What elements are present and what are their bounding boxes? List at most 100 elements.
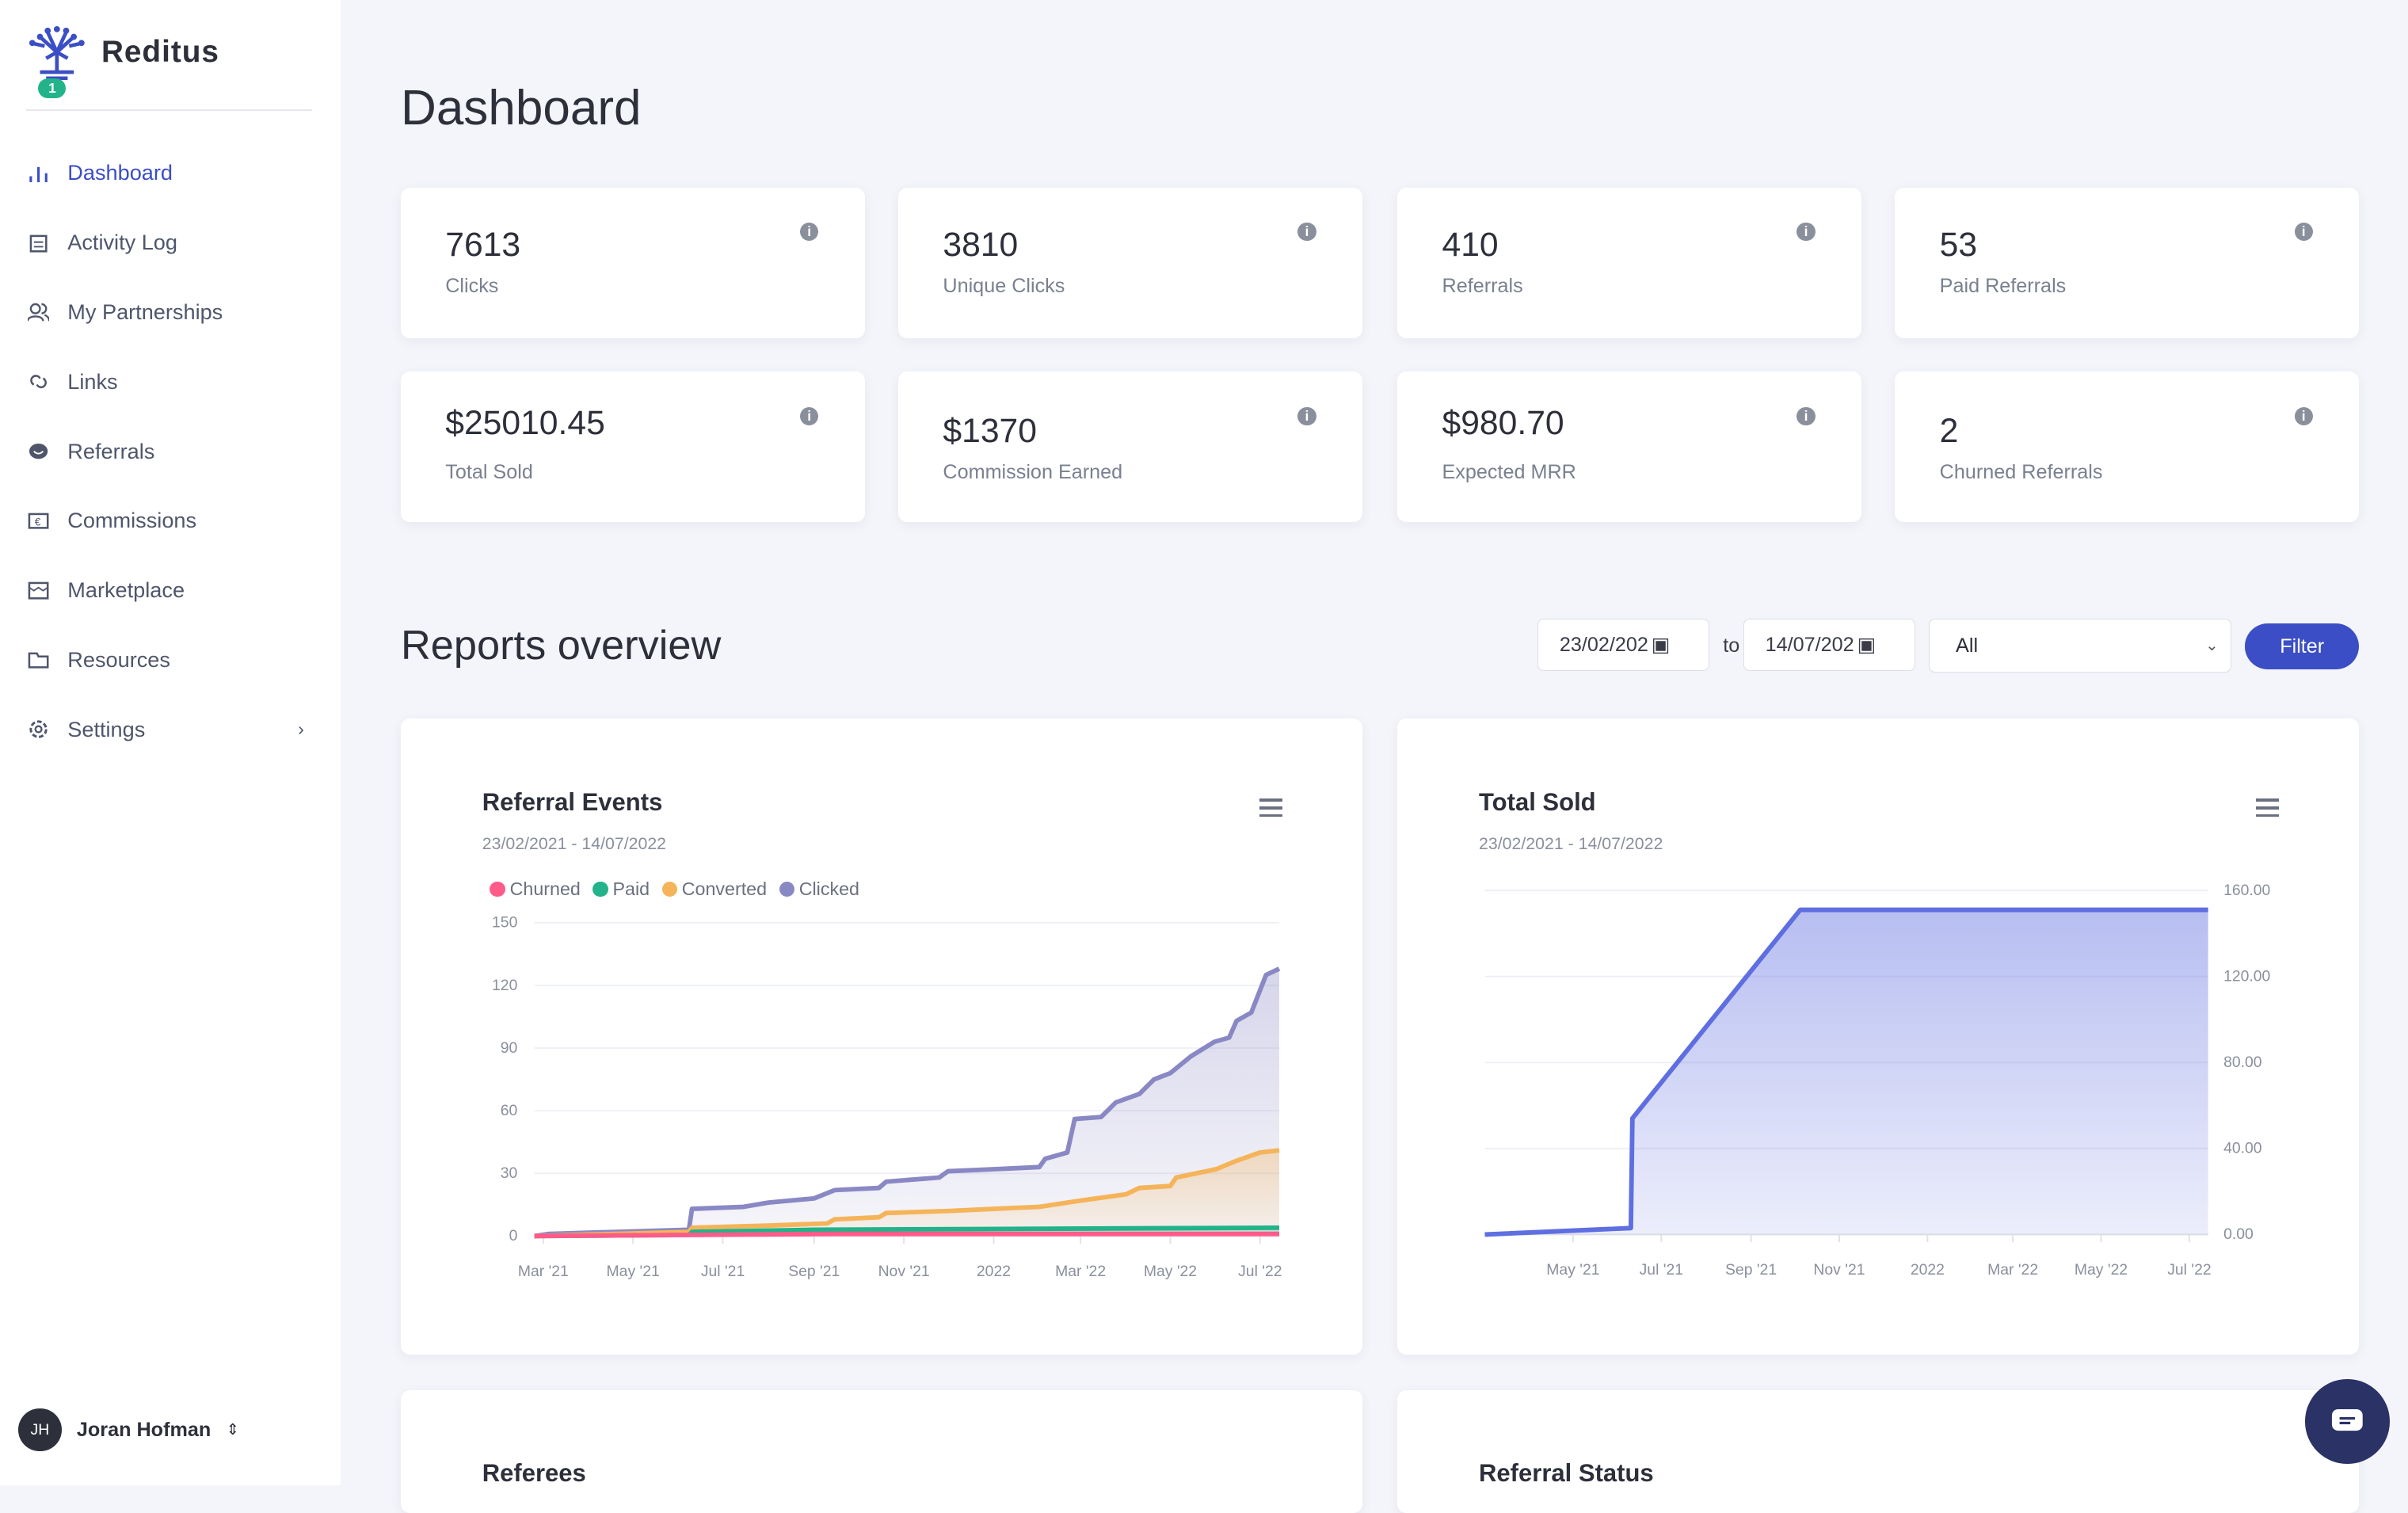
y-tick-label: 0 [509, 1228, 518, 1245]
sidebar-item-activity-log[interactable]: Activity Log [0, 208, 341, 277]
stat-label: Paid Referrals [1939, 275, 2067, 298]
stat-value: $25010.45 [445, 403, 605, 442]
bar-chart-icon [28, 162, 49, 184]
info-icon[interactable]: i [1796, 406, 1816, 425]
page-title: Dashboard [401, 80, 642, 135]
sidebar-item-label: Referrals [67, 438, 155, 463]
y-tick-label: 30 [501, 1164, 518, 1182]
sidebar-item-dashboard[interactable]: Dashboard [0, 138, 341, 208]
svg-text:€: € [35, 516, 41, 528]
info-icon[interactable]: i [1297, 406, 1316, 425]
total-sold-chart: 0.00 40.00 80.00 120.00 160.00 May '21 Jul '21… [1484, 882, 2271, 1279]
stat-value: 53 [1939, 225, 1978, 264]
x-tick-label: Nov '21 [878, 1263, 930, 1280]
y-tick-label: 80.00 [2223, 1054, 2262, 1071]
line-total-sold [1484, 908, 2208, 1237]
select-value: All [1956, 634, 1979, 657]
chat-bubble-icon [28, 440, 49, 462]
to-label: to [1723, 634, 1740, 657]
sidebar-item-label: Dashboard [67, 160, 173, 185]
date-from-value: 23/02/202 [1559, 633, 1648, 656]
date-to-input[interactable]: 14/07/202 ▣ [1743, 619, 1915, 672]
sidebar-item-links[interactable]: Links [0, 347, 341, 417]
line-converted [534, 1148, 1280, 1239]
filter-button[interactable]: Filter [2245, 623, 2359, 670]
tree-logo-icon [29, 25, 85, 80]
stat-card: $1370 Commission Earned i [898, 372, 1362, 523]
legend-item-clicked[interactable]: Clicked [779, 878, 859, 900]
sidebar-item-label: Links [67, 368, 118, 394]
divider [25, 109, 312, 111]
y-tick-label: 40.00 [2223, 1140, 2262, 1157]
chevron-right-icon: › [298, 718, 304, 740]
users-icon [27, 301, 50, 322]
y-tick-label: 60 [501, 1102, 518, 1119]
sidebar-item-settings[interactable]: Settings › [0, 695, 341, 764]
chevron-down-icon: ⌄ [2205, 637, 2219, 655]
x-tick-label: Mar '22 [1987, 1261, 2038, 1279]
line-clicked [534, 966, 1281, 1239]
card-title: Referral Status [1479, 1458, 1654, 1487]
sidebar: Reditus Dashboard Activity Log My Partne… [0, 0, 341, 1485]
y-tick-label: 0.00 [2223, 1226, 2254, 1244]
y-tick-label: 120 [492, 977, 518, 994]
stat-card: 53 Paid Referrals i [1895, 187, 2359, 338]
brand-name: Reditus [101, 34, 219, 69]
area-clicked [534, 969, 1279, 1237]
stat-card: 2 Churned Referrals i [1895, 372, 2359, 523]
referral-status-card: Referral Status [1397, 1389, 2359, 1513]
stat-label: Clicks [445, 275, 499, 298]
stat-card: 410 Referrals i [1397, 187, 1861, 338]
stat-card: 3810 Unique Clicks i [898, 187, 1362, 338]
date-from-input[interactable]: 23/02/202 ▣ [1537, 619, 1709, 672]
sidebar-item-commissions[interactable]: € Commissions [0, 486, 341, 556]
folder-icon [28, 650, 49, 671]
sidebar-item-resources[interactable]: Resources [0, 625, 341, 695]
chart-legend: Churned Paid Converted Clicked [490, 878, 859, 900]
area-total-sold [1484, 909, 2208, 1235]
info-icon[interactable]: i [1796, 223, 1816, 242]
x-tick-label: 2022 [977, 1263, 1011, 1280]
stat-value: 2 [1939, 411, 1959, 450]
info-icon[interactable]: i [800, 223, 819, 242]
stat-label: Commission Earned [943, 460, 1123, 483]
x-tick-label: Jul '21 [701, 1263, 745, 1280]
legend-item-paid[interactable]: Paid [592, 878, 650, 900]
stat-value: 7613 [445, 225, 521, 264]
info-icon[interactable]: i [1297, 223, 1316, 242]
chat-support-button[interactable] [2305, 1379, 2390, 1464]
logo[interactable]: Reditus [28, 25, 219, 80]
info-icon[interactable]: i [2294, 223, 2313, 242]
user-menu[interactable]: JH Joran Hofman ⇕ [18, 1408, 239, 1452]
hamburger-menu-icon[interactable] [2256, 798, 2280, 821]
sidebar-item-referrals[interactable]: Referrals [0, 417, 341, 486]
status-select[interactable]: All ⌄ [1929, 619, 2232, 673]
clipboard-icon [28, 232, 49, 253]
info-icon[interactable]: i [2294, 406, 2313, 425]
euro-bill-icon: € [28, 510, 49, 532]
hamburger-menu-icon[interactable] [1259, 798, 1282, 821]
user-name: Joran Hofman [76, 1418, 211, 1441]
x-tick-label: 2022 [1911, 1261, 1945, 1279]
sidebar-nav: Dashboard Activity Log My Partnerships L… [0, 138, 341, 764]
sidebar-item-my-partnerships[interactable]: My Partnerships [0, 277, 341, 347]
legend-item-converted[interactable]: Converted [661, 878, 767, 900]
x-tick-label: Sep '21 [1725, 1261, 1777, 1279]
y-tick-label: 150 [492, 914, 518, 932]
line-churned [534, 1232, 1279, 1239]
x-tick-label: May '21 [607, 1263, 660, 1280]
calendar-icon[interactable]: ▣ [1651, 634, 1671, 657]
stat-card: 7613 Clicks i [401, 187, 865, 338]
legend-item-churned[interactable]: Churned [490, 878, 581, 900]
sidebar-item-marketplace[interactable]: Marketplace [0, 555, 341, 625]
referral-events-chart: 0 30 60 90 120 150 Mar '21 May '21 Jul '21 Sep '2… [492, 914, 1282, 1280]
x-tick-label: Jul '22 [1238, 1263, 1282, 1280]
area-converted [534, 1150, 1279, 1237]
stat-label: Total Sold [445, 460, 533, 483]
calendar-icon[interactable]: ▣ [1857, 634, 1876, 657]
stat-value: $1370 [943, 411, 1037, 450]
info-icon[interactable]: i [800, 406, 819, 425]
chevron-up-down-icon: ⇕ [226, 1421, 239, 1439]
card-title: Referees [482, 1458, 586, 1487]
stat-label: Referrals [1442, 275, 1523, 298]
